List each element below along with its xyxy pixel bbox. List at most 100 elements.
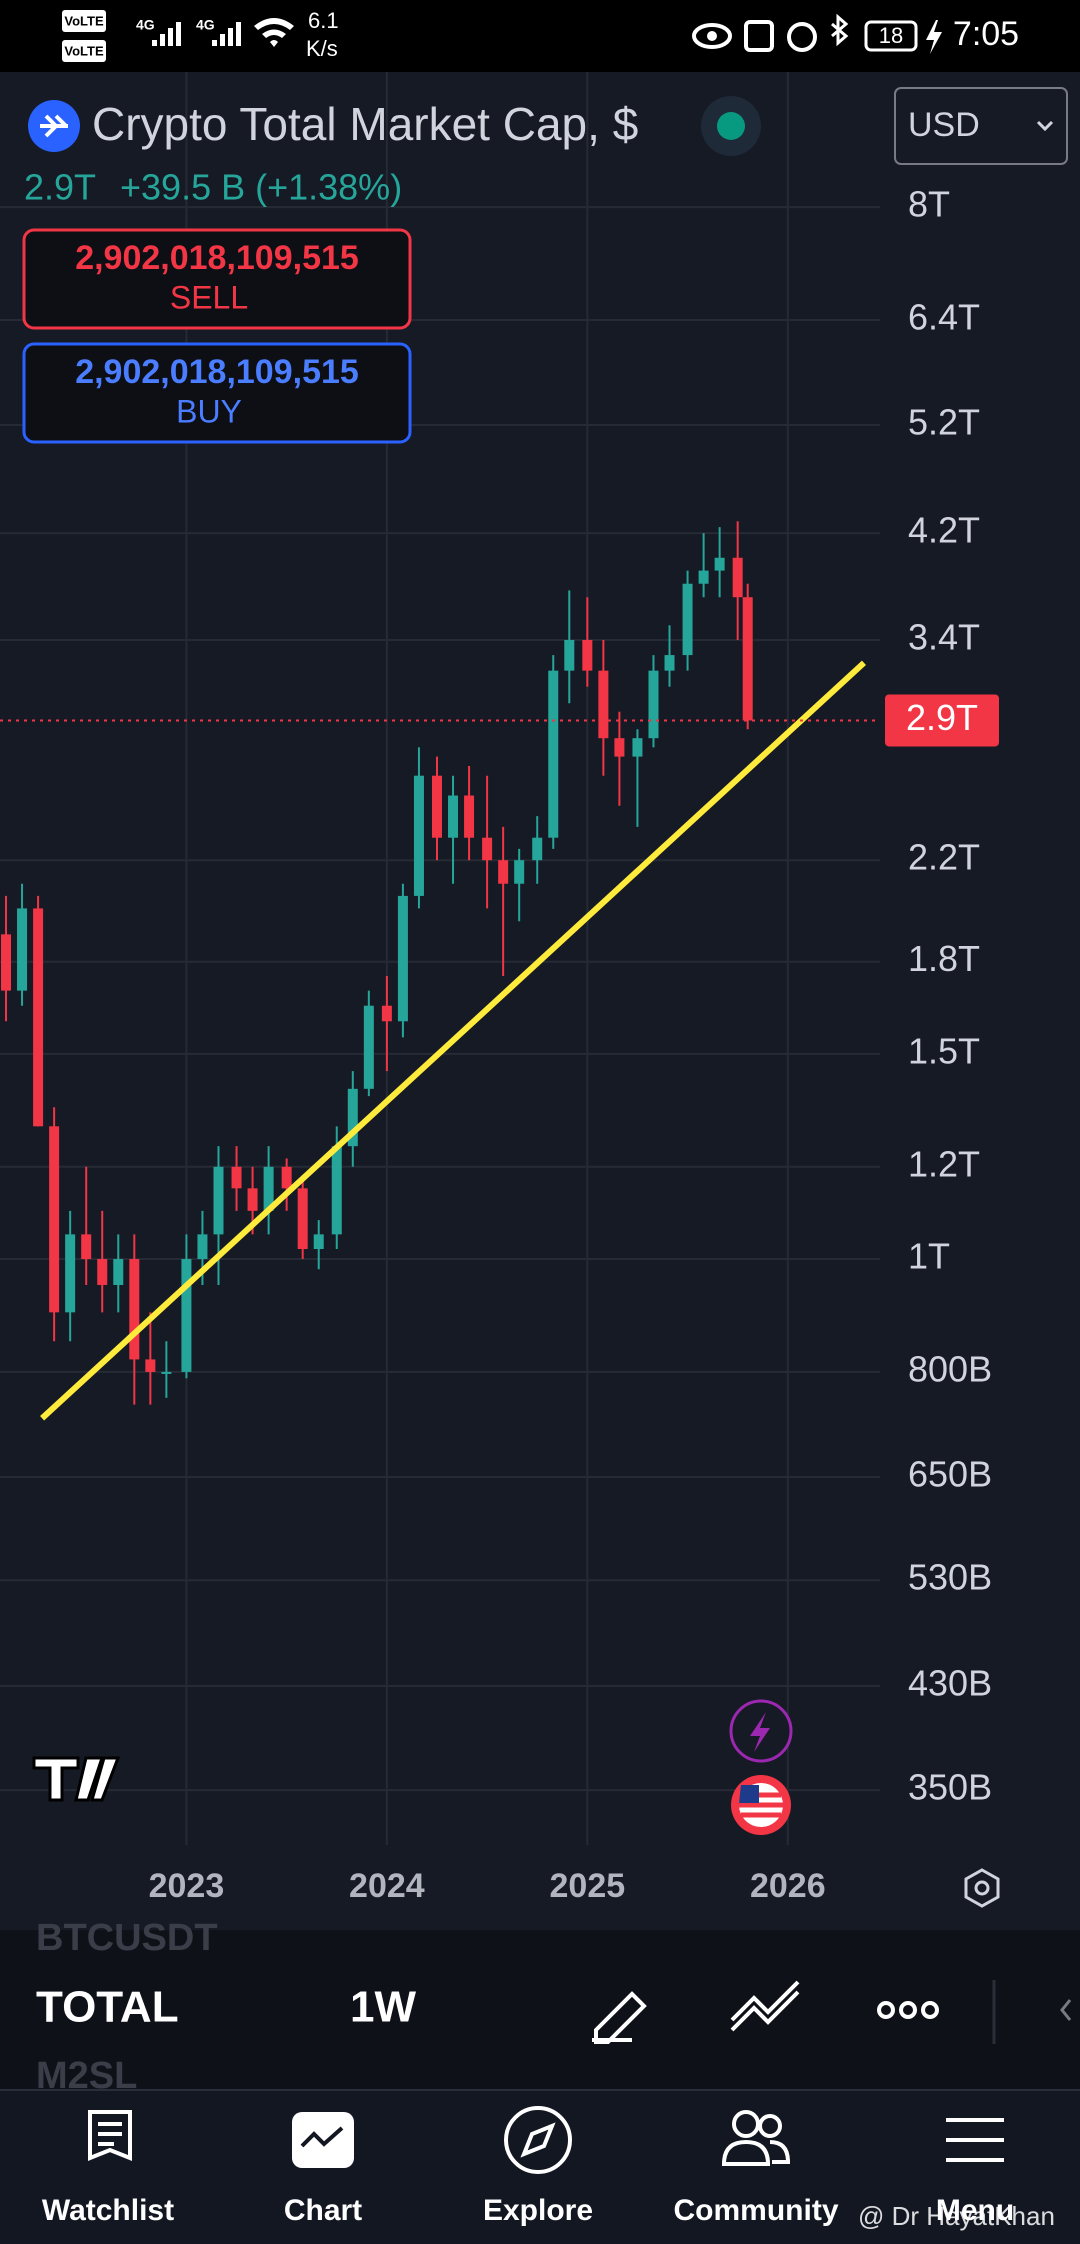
settings-icon: [974, 1880, 990, 1896]
nav-item[interactable]: Chart: [284, 2194, 362, 2227]
y-tick-label: 1.5T: [908, 1030, 980, 1071]
y-tick-label: 350B: [908, 1767, 992, 1808]
community-icon: [732, 2110, 760, 2138]
nav-item[interactable]: Watchlist: [42, 2194, 174, 2227]
sim-badge: [62, 10, 106, 32]
sell-price: 2,902,018,109,515: [75, 239, 359, 277]
candle-body: [682, 583, 693, 656]
toolbar-interval[interactable]: 1W: [350, 1983, 416, 2032]
sim-badge: [62, 40, 106, 62]
battery-level: 18: [879, 23, 903, 48]
battery-icon: [864, 20, 918, 52]
candle-body: [397, 895, 408, 1022]
market-status-dot: [717, 112, 745, 140]
menu-icon: [946, 2118, 1004, 2162]
next-symbol[interactable]: M2SL: [36, 2055, 137, 2097]
sell-label: SELL: [170, 279, 248, 315]
candle-body: [65, 1234, 76, 1313]
flag-canton: [739, 1785, 759, 1803]
candle-body: [347, 1088, 358, 1147]
candle-body: [33, 908, 44, 1127]
lightning-icon: [750, 1712, 770, 1752]
y-tick-label: 1.2T: [908, 1143, 980, 1184]
sell-button[interactable]: [22, 228, 412, 330]
y-tick-label: 3.4T: [908, 617, 980, 658]
nav-icons: [88, 2106, 1004, 2174]
x-tick-label: 2023: [149, 1867, 225, 1905]
collapse-arrow[interactable]: [1060, 1999, 1072, 2021]
signal-icon: [152, 22, 241, 46]
nav-labels: Watchlist Chart Explore Community Menu: [42, 2194, 1014, 2227]
nfc-icon: [744, 20, 774, 52]
candle-body: [281, 1166, 292, 1189]
eye-icon: [692, 23, 732, 49]
sim-label: VoLTE: [64, 13, 104, 28]
candle-body: [742, 597, 753, 721]
symbol-icon-glyph: [40, 114, 68, 138]
draw-tool[interactable]: [592, 1991, 647, 2044]
plot: 8T 6.4T 5.2T 4.2T 3.4T 2.2T 1.8T 1.5T 1.2T 1T 800B…: [0, 72, 999, 1905]
sim-label: VoLTE: [64, 43, 104, 58]
candle-body: [514, 860, 525, 884]
candle-body: [145, 1359, 156, 1372]
candle-body: [632, 738, 643, 757]
candle-body: [582, 639, 593, 671]
currency-select[interactable]: [894, 87, 1068, 165]
candle-body: [532, 837, 543, 861]
x-tick-label: 2024: [349, 1867, 425, 1905]
candle-body: [331, 1146, 342, 1235]
y-tick-label: 1.8T: [908, 938, 980, 979]
candle-body: [598, 670, 609, 739]
explore-icon-needle: [520, 2122, 556, 2158]
candle-body: [313, 1234, 324, 1250]
buy-button[interactable]: [22, 342, 412, 444]
charging-icon: [926, 20, 942, 54]
candle-body: [247, 1188, 258, 1211]
sim-label: 4G: [196, 17, 215, 33]
candle-body: [161, 1371, 172, 1374]
candle-body: [381, 1005, 392, 1022]
more-button[interactable]: [877, 2001, 939, 2019]
candle-body: [181, 1259, 192, 1372]
toolbar-symbol[interactable]: TOTAL: [36, 1983, 179, 2032]
candle-body: [464, 795, 475, 838]
candle-body: [197, 1234, 208, 1260]
community-icon: [721, 2139, 791, 2166]
chart-icon: [292, 2112, 354, 2168]
status-left: VoLTE 4G VoLTE 4G 6.1 K/s: [62, 8, 339, 62]
y-tick-label: 4.2T: [908, 510, 980, 551]
nav-item[interactable]: Community: [674, 2194, 839, 2227]
candle-body: [263, 1166, 274, 1211]
candle-body: [413, 775, 424, 896]
community-icon: [758, 2114, 782, 2138]
y-tick-label: 650B: [908, 1453, 992, 1494]
nav-item[interactable]: Menu: [936, 2194, 1014, 2227]
nav-item[interactable]: Explore: [483, 2194, 593, 2227]
prev-symbol[interactable]: BTCUSDT: [36, 1917, 218, 1959]
x-tick-label: 2025: [550, 1867, 626, 1905]
chart-icon-glyph: [300, 2126, 344, 2148]
candle-body: [49, 1126, 60, 1313]
y-tick-label: 2.2T: [908, 837, 980, 878]
y-tick-label: 1T: [908, 1236, 950, 1277]
tv-logo: [32, 1756, 121, 1802]
candle-body: [17, 908, 28, 991]
candle-body: [714, 557, 725, 571]
candle-body: [732, 557, 743, 598]
price-label: 2.9T: [906, 697, 978, 738]
last-price: 2.9T: [24, 167, 96, 208]
watchlist-icon: [88, 2110, 132, 2161]
candle-body: [213, 1166, 224, 1235]
buy-price: 2,902,018,109,515: [75, 353, 359, 391]
wifi-icon: [254, 18, 294, 47]
candle-body: [297, 1188, 308, 1250]
candle-body: [129, 1259, 140, 1360]
y-tick-label: 8T: [908, 184, 950, 225]
settings-button[interactable]: [964, 1868, 1000, 1908]
candle-body: [548, 670, 559, 838]
buy-label: BUY: [176, 393, 242, 429]
symbol-title[interactable]: Crypto Total Market Cap, $: [92, 98, 638, 150]
indicator-tool[interactable]: [730, 1980, 800, 2032]
x-tick-label: 2026: [750, 1867, 826, 1905]
